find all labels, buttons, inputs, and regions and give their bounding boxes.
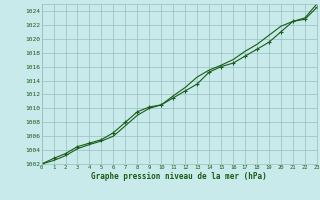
X-axis label: Graphe pression niveau de la mer (hPa): Graphe pression niveau de la mer (hPa): [91, 172, 267, 181]
